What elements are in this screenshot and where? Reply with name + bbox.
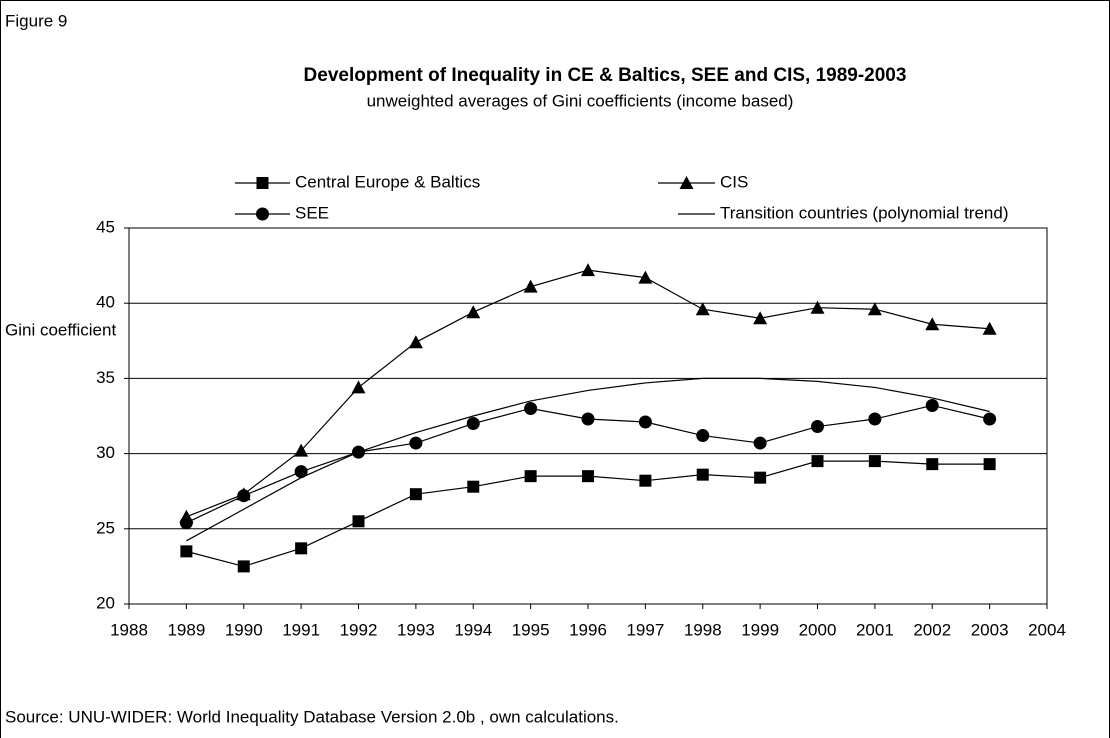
marker-square	[582, 470, 594, 483]
x-tick-label: 1995	[512, 620, 550, 639]
x-tick-label: 1990	[225, 620, 263, 639]
marker-circle	[466, 417, 480, 431]
marker-square	[295, 542, 308, 555]
marker-circle	[983, 412, 997, 426]
marker-square	[409, 488, 422, 501]
marker-square	[467, 480, 480, 493]
x-tick-label: 1992	[340, 620, 378, 639]
y-tick-label: 30	[96, 443, 115, 462]
series-line	[186, 377, 990, 542]
x-tick-label: 1998	[684, 620, 722, 639]
x-tick-label: 1993	[397, 620, 435, 639]
marker-circle	[581, 412, 595, 426]
x-tick-label: 2004	[1028, 620, 1066, 639]
marker-square	[524, 470, 537, 483]
marker-triangle	[523, 279, 538, 293]
y-axis-label: Gini coefficient	[5, 320, 116, 339]
y-tick-label: 20	[96, 593, 115, 612]
source-note: Source: UNU-WIDER: World Inequality Data…	[5, 707, 619, 726]
marker-circle	[811, 420, 824, 434]
y-tick-label: 40	[96, 293, 115, 312]
chart-subtitle: unweighted averages of Gini coefficients…	[367, 91, 794, 110]
marker-triangle	[925, 317, 940, 331]
legend-label: Transition countries (polynomial trend)	[720, 203, 1009, 222]
legend-label: CIS	[720, 172, 748, 191]
marker-circle	[294, 465, 308, 479]
marker-square	[696, 468, 709, 481]
marker-square	[352, 515, 365, 528]
x-tick-label: 1999	[741, 620, 779, 639]
marker-square	[926, 458, 939, 471]
marker-triangle	[236, 487, 251, 501]
y-tick-label: 45	[96, 217, 115, 236]
marker-square	[237, 560, 250, 573]
marker-circle	[256, 207, 269, 221]
marker-triangle	[294, 443, 309, 457]
x-tick-label: 2002	[913, 620, 951, 639]
marker-circle	[409, 436, 423, 450]
marker-circle	[696, 429, 710, 443]
marker-square	[754, 471, 767, 484]
marker-triangle	[679, 176, 694, 189]
marker-triangle	[638, 270, 653, 284]
marker-circle	[753, 436, 767, 450]
x-tick-label: 1996	[569, 620, 607, 639]
marker-triangle	[408, 335, 423, 349]
x-tick-label: 1991	[282, 620, 320, 639]
marker-triangle	[867, 302, 882, 316]
x-tick-label: 2003	[971, 620, 1009, 639]
marker-triangle	[351, 380, 366, 394]
marker-square	[180, 545, 193, 558]
x-tick-label: 1997	[626, 620, 664, 639]
marker-square	[256, 177, 269, 189]
marker-square	[811, 455, 824, 468]
marker-triangle	[581, 263, 595, 277]
x-tick-label: 2000	[799, 620, 837, 639]
legend-label: SEE	[295, 203, 329, 222]
marker-triangle	[753, 311, 768, 325]
marker-circle	[524, 401, 538, 415]
marker-square	[983, 458, 996, 471]
x-tick-label: 1989	[167, 620, 205, 639]
marker-triangle	[810, 300, 825, 314]
x-tick-label: 1988	[110, 620, 148, 639]
figure-label: Figure 9	[5, 11, 67, 30]
chart-title: Development of Inequality in CE & Baltic…	[304, 65, 907, 86]
marker-square	[868, 455, 881, 468]
marker-triangle	[466, 305, 481, 319]
marker-circle	[638, 415, 652, 429]
marker-triangle	[982, 321, 997, 335]
legend-label: Central Europe & Baltics	[295, 172, 480, 191]
marker-triangle	[695, 302, 710, 316]
marker-circle	[925, 398, 939, 412]
x-tick-label: 1994	[454, 620, 492, 639]
marker-square	[639, 474, 652, 487]
marker-circle	[868, 412, 882, 426]
marker-triangle	[179, 509, 194, 523]
y-tick-label: 35	[96, 368, 115, 387]
y-tick-label: 25	[96, 518, 115, 537]
x-tick-label: 2001	[856, 620, 894, 639]
